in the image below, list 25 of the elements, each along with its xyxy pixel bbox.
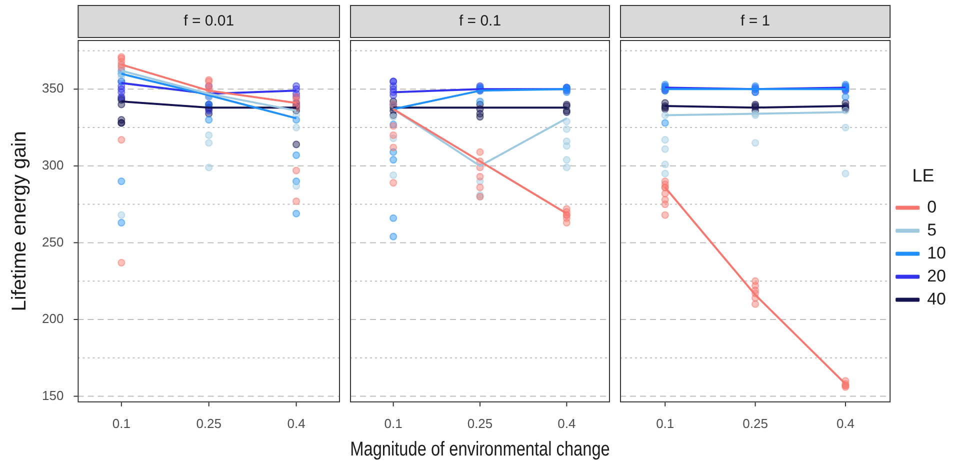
x-tick-label: 0.4 — [836, 416, 855, 431]
x-tick-label: 0.1 — [384, 416, 402, 431]
y-tick-label: 200 — [42, 311, 64, 326]
y-tick-label: 250 — [42, 234, 64, 250]
chart-title: f = 1 — [740, 12, 770, 30]
chart-title: f = 0.1 — [458, 12, 502, 30]
y-tick-label: 300 — [42, 157, 64, 172]
y-axis-title: Lifetime energy gain — [8, 131, 31, 312]
x-tick-label: 0.4 — [287, 416, 306, 431]
y-tick-label: 150 — [42, 388, 64, 403]
x-tick-label: 0.25 — [467, 416, 493, 431]
legend-label: 20 — [927, 266, 946, 286]
x-axis-title: Magnitude of environmental change — [350, 436, 610, 460]
legend-label: 0 — [927, 197, 937, 216]
legend-title: LE — [912, 166, 934, 186]
legend-label: 5 — [927, 220, 937, 240]
y-tick-label: 350 — [42, 80, 64, 96]
legend-label: 40 — [927, 289, 946, 308]
x-tick-label: 0.25 — [196, 416, 222, 431]
x-tick-label: 0.1 — [656, 416, 674, 431]
x-tick-label: 0.25 — [742, 416, 768, 431]
x-tick-label: 0.4 — [558, 416, 576, 431]
legend-label: 10 — [927, 243, 946, 262]
x-tick-label: 0.1 — [112, 416, 130, 431]
chart-title: f = 0.01 — [184, 12, 234, 30]
